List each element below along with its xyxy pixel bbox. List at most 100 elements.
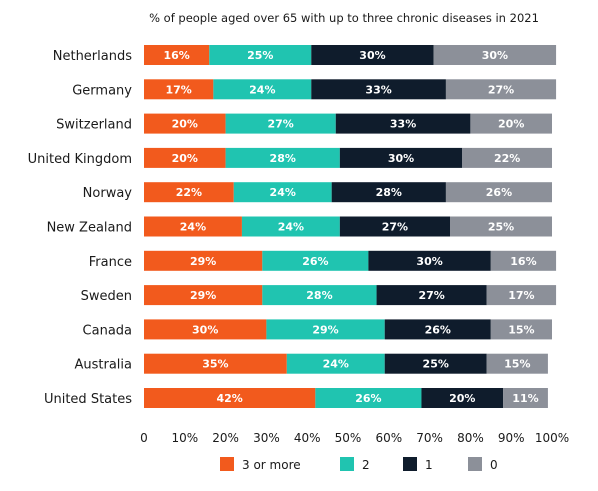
bar-segment-norway-3-or-more — [144, 182, 234, 203]
x-tick-4: 40% — [294, 431, 321, 445]
chart-title: % of people aged over 65 with up to thre… — [149, 11, 539, 25]
bar-segment-sweden-0 — [486, 285, 557, 306]
value-label-norway-3-or-more: 22% — [176, 186, 202, 199]
bar-segment-united-kingdom-2 — [225, 147, 340, 168]
value-label-norway-0: 26% — [486, 186, 512, 199]
x-tick-3: 30% — [253, 431, 280, 445]
x-tick-10: 100% — [535, 431, 569, 445]
country-label-germany: Germany — [72, 83, 132, 98]
legend-label-0: 0 — [490, 458, 498, 472]
bar-segment-norway-2 — [233, 182, 332, 203]
bar-segment-australia-2 — [286, 353, 385, 374]
legend-label-2: 2 — [362, 458, 370, 472]
bar-segment-canada-3-or-more — [144, 319, 267, 340]
value-label-new-zealand-2: 24% — [278, 221, 304, 234]
value-label-netherlands-3-or-more: 16% — [163, 49, 189, 62]
value-label-new-zealand-1: 27% — [382, 221, 408, 234]
bar-segment-sweden-2 — [262, 285, 377, 306]
bar-segment-netherlands-1 — [311, 45, 434, 65]
value-label-switzerland-2: 27% — [268, 118, 294, 131]
bar-segment-sweden-3-or-more — [144, 285, 263, 306]
value-label-netherlands-1: 30% — [359, 49, 385, 62]
bar-segment-new-zealand-3-or-more — [144, 216, 242, 237]
country-label-australia: Australia — [74, 358, 132, 373]
value-label-united-states-3-or-more: 42% — [217, 392, 243, 405]
value-label-france-3-or-more: 29% — [190, 255, 216, 268]
bar-segment-united-kingdom-1 — [339, 147, 463, 168]
value-label-sweden-1: 27% — [418, 289, 444, 302]
value-label-united-kingdom-1: 30% — [388, 152, 414, 165]
value-label-united-states-1: 20% — [449, 392, 475, 405]
bar-segment-australia-0 — [486, 353, 548, 374]
bar-segment-germany-3-or-more — [144, 79, 214, 100]
country-label-united-kingdom: United Kingdom — [28, 152, 132, 167]
bar-segment-new-zealand-2 — [241, 216, 340, 237]
bar-segment-new-zealand-1 — [339, 216, 450, 237]
value-label-canada-3-or-more: 30% — [192, 323, 218, 336]
bar-segment-germany-1 — [311, 79, 446, 100]
bar-segment-canada-0 — [490, 319, 552, 340]
value-label-united-states-2: 26% — [355, 392, 381, 405]
value-label-switzerland-3-or-more: 20% — [172, 118, 198, 131]
legend-swatch-1 — [403, 457, 417, 471]
bar-segment-switzerland-1 — [335, 113, 471, 134]
x-tick-5: 50% — [335, 431, 362, 445]
value-label-new-zealand-0: 25% — [488, 221, 514, 234]
bar-segment-netherlands-3-or-more — [144, 45, 210, 65]
country-label-canada: Canada — [83, 323, 132, 338]
bar-segment-canada-1 — [384, 319, 491, 340]
bar-segment-australia-3-or-more — [144, 353, 287, 374]
value-label-sweden-2: 28% — [306, 289, 332, 302]
x-tick-8: 80% — [457, 431, 484, 445]
bar-segment-france-2 — [262, 250, 369, 271]
bar-segment-france-1 — [368, 250, 491, 271]
value-label-australia-1: 25% — [423, 358, 449, 371]
x-tick-7: 70% — [416, 431, 443, 445]
bars-group: 16% 25% 30% 30% 17% 24% 33% 27% 20% 27% 33% 20% 20% 2… — [144, 45, 557, 408]
bar-segment-germany-0 — [445, 79, 557, 100]
legend-swatch-0 — [468, 457, 482, 471]
bar-segment-france-3-or-more — [144, 250, 263, 271]
value-label-germany-1: 33% — [365, 83, 391, 96]
country-label-netherlands: Netherlands — [53, 49, 132, 64]
x-tick-2: 20% — [212, 431, 239, 445]
bar-segment-netherlands-2 — [209, 45, 312, 65]
value-label-france-1: 30% — [416, 255, 442, 268]
x-tick-6: 60% — [375, 431, 402, 445]
value-label-new-zealand-3-or-more: 24% — [180, 221, 206, 234]
legend-swatch-2 — [340, 457, 354, 471]
bar-segment-new-zealand-0 — [450, 216, 552, 237]
country-label-united-states: United States — [44, 392, 132, 407]
bar-segment-united-states-0 — [503, 388, 548, 408]
x-axis-ticks-group: 0 10% 20% 30% 40% 50% 60% 70% 80% 90% 100% — [140, 431, 569, 445]
legend-label-1: 1 — [425, 458, 433, 472]
value-label-germany-2: 24% — [249, 83, 275, 96]
bar-segment-united-states-2 — [315, 388, 422, 408]
country-label-norway: Norway — [83, 186, 133, 201]
bar-segment-canada-2 — [266, 319, 385, 340]
value-label-united-kingdom-2: 28% — [270, 152, 296, 165]
bar-segment-norway-0 — [445, 182, 552, 203]
legend-label-3-or-more: 3 or more — [242, 458, 301, 472]
value-label-germany-3-or-more: 17% — [166, 83, 192, 96]
value-label-australia-3-or-more: 35% — [202, 358, 228, 371]
value-label-france-0: 16% — [510, 255, 536, 268]
bar-segment-united-kingdom-0 — [462, 147, 552, 168]
bar-segment-switzerland-0 — [470, 113, 552, 134]
bar-segment-australia-1 — [384, 353, 487, 374]
value-label-sweden-0: 17% — [508, 289, 534, 302]
x-tick-9: 90% — [498, 431, 525, 445]
bar-segment-switzerland-2 — [225, 113, 336, 134]
bar-segment-united-states-1 — [421, 388, 504, 408]
country-label-france: France — [89, 255, 132, 270]
bar-segment-united-states-3-or-more — [144, 388, 316, 408]
value-label-united-kingdom-3-or-more: 20% — [172, 152, 198, 165]
country-labels-group: Netherlands Germany Switzerland United King… — [28, 49, 133, 407]
value-label-australia-0: 15% — [504, 358, 530, 371]
value-label-sweden-3-or-more: 29% — [190, 289, 216, 302]
value-label-norway-1: 28% — [376, 186, 402, 199]
value-label-netherlands-0: 30% — [482, 49, 508, 62]
value-label-united-kingdom-0: 22% — [494, 152, 520, 165]
country-label-sweden: Sweden — [81, 289, 132, 304]
